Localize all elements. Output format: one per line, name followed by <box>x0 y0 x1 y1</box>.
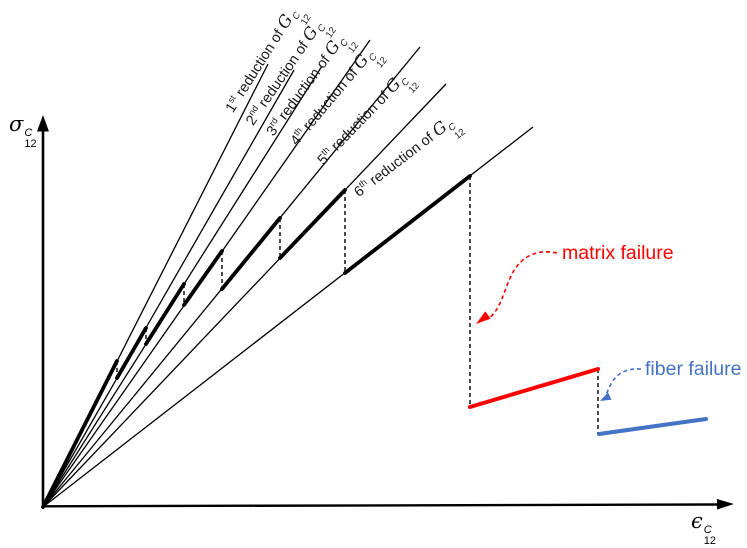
stress-path <box>41 174 472 509</box>
stress-path-segment-6 <box>343 174 472 275</box>
stress-path-segment-5 <box>278 188 347 260</box>
matrix-failure-arrowhead-icon <box>476 311 491 324</box>
stress-path-segment-2 <box>144 282 186 346</box>
stress-path-segment-0 <box>41 359 119 509</box>
x-axis-arrowhead-icon <box>717 499 734 510</box>
stress-path-segment-3 <box>182 249 224 307</box>
matrix-failure-label: matrix failure <box>562 242 674 264</box>
epsilon-symbol: ϵ <box>691 509 703 533</box>
fiber-failure-label: fiber failure <box>645 358 742 380</box>
modulus-line-reduction-5 <box>42 83 447 508</box>
post-fiber-failure-segment <box>597 417 708 436</box>
x-axis-line <box>41 503 722 508</box>
stress-drops <box>116 176 599 433</box>
modulus-line-reduction-1 <box>42 69 295 508</box>
matrix-failure-arrow-curve <box>487 251 558 320</box>
y-axis-label: σ C 12 <box>9 112 37 150</box>
stress-path-segment-4 <box>220 216 282 291</box>
fiber-failure-arrow-curve <box>604 368 642 397</box>
stress-path-segment-1 <box>115 326 148 380</box>
sigma-symbol: σ <box>9 112 24 136</box>
y-axis-arrowhead-icon <box>37 115 49 132</box>
fiber-failure-arrowhead-icon <box>600 392 612 401</box>
x-axis-label: ϵ C 12 <box>691 509 717 547</box>
post-matrix-failure-segment <box>468 367 600 409</box>
